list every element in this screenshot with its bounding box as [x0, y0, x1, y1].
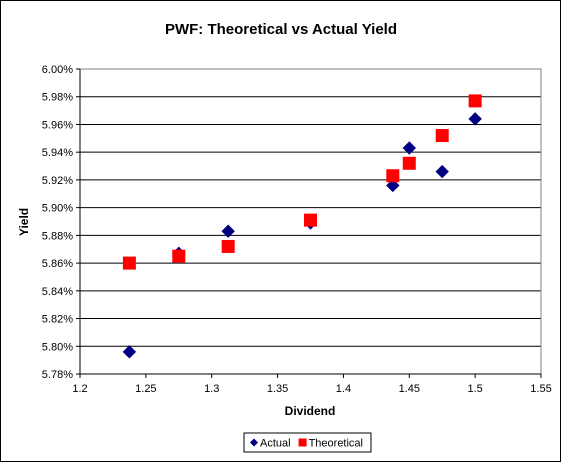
y-tick-label: 5.78% — [42, 369, 73, 381]
y-tick-label: 5.96% — [42, 119, 73, 131]
theoretical-point — [172, 249, 186, 263]
legend-label-theoretical: Theoretical — [309, 438, 363, 450]
y-tick-label: 5.98% — [42, 92, 73, 104]
y-axis-label: Yield — [17, 208, 31, 236]
legend-actual-marker — [250, 438, 258, 447]
legend-theoretical-marker — [298, 438, 307, 447]
y-tick-label: 5.92% — [42, 175, 73, 187]
y-tick-label: 5.90% — [42, 203, 73, 215]
y-tick-label: 5.86% — [42, 258, 73, 270]
theoretical-point — [221, 239, 235, 253]
actual-point — [402, 141, 416, 155]
x-tick-label: 1.55 — [530, 383, 551, 395]
x-axis: 1.2 1.25 1.3 1.35 1.4 1.45 1.5 1.55 — [72, 373, 552, 395]
theoretical-point — [122, 256, 136, 270]
actual-point — [122, 345, 137, 359]
y-tick-label: 5.88% — [42, 230, 73, 242]
actual-point — [468, 112, 482, 126]
x-tick-label: 1.35 — [267, 383, 288, 395]
theoretical-point — [402, 156, 416, 170]
theoretical-point — [304, 213, 317, 227]
y-tick-label: 5.94% — [42, 147, 73, 159]
y-tick-label: 6.00% — [42, 64, 73, 76]
y-tick-label: 5.82% — [42, 314, 73, 326]
y-tick-label: 5.84% — [42, 286, 73, 298]
gridlines — [80, 96, 541, 347]
y-tick-label: 5.80% — [42, 341, 73, 353]
y-axis: 5.78% 5.80% 5.82% 5.84% 5.86% 5.88% 5.90% 5.92%… — [42, 64, 81, 381]
x-tick-label: 1.4 — [336, 383, 351, 395]
x-tick-label: 1.45 — [399, 383, 420, 395]
theoretical-point — [435, 129, 449, 143]
actual-point — [386, 178, 400, 193]
x-axis-label: Dividend — [285, 404, 336, 418]
theoretical-point — [468, 94, 482, 108]
legend: Actual Theoretical — [243, 432, 372, 453]
x-tick-label: 1.5 — [467, 383, 482, 395]
x-tick-label: 1.2 — [72, 383, 87, 395]
series-layer — [122, 94, 482, 359]
x-tick-label: 1.3 — [204, 383, 219, 395]
actual-point — [221, 224, 235, 238]
theoretical-point — [386, 169, 400, 183]
actual-point — [435, 164, 449, 179]
legend-label-actual: Actual — [260, 438, 291, 450]
x-tick-label: 1.25 — [135, 383, 156, 395]
chart-title: PWF: Theoretical vs Actual Yield — [165, 21, 397, 38]
legend-box — [243, 432, 372, 453]
series-theoretical — [122, 94, 482, 270]
